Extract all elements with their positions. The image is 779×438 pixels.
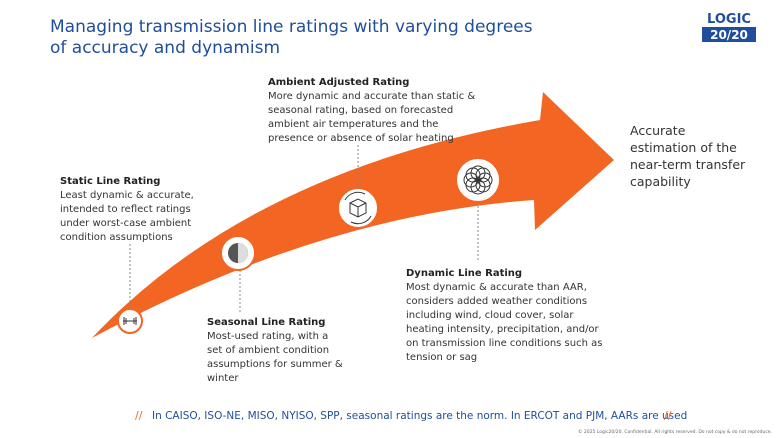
stage-desc: Most dynamic & accurate than AAR,	[406, 282, 587, 293]
stage-desc: tension or sag	[406, 352, 477, 363]
logo-bottom: 20/20	[710, 28, 748, 42]
stage-desc: More dynamic and accurate than static &	[268, 91, 475, 102]
stage-desc: considers added weather conditions	[406, 296, 587, 307]
footnote-marker: //	[135, 409, 143, 422]
title-line: of accuracy and dynamism	[50, 38, 280, 58]
footnote-marker: //	[664, 409, 672, 422]
outcome-line: estimation of the	[630, 140, 737, 155]
title-line: Managing transmission line ratings with …	[50, 17, 533, 37]
stage-desc: condition assumptions	[60, 232, 173, 243]
stage-desc: ambient air temperatures and the	[268, 119, 438, 130]
footnote: In CAISO, ISO-NE, MISO, NYISO, SPP, seas…	[152, 410, 687, 422]
outcome-line: near-term transfer	[630, 157, 746, 172]
stage-dynamic: Dynamic Line Rating Most dynamic & accur…	[406, 268, 602, 363]
stage-seasonal: Seasonal Line Rating Most-used rating, w…	[207, 317, 343, 384]
outcome: Accurate estimation of the near-term tra…	[630, 123, 746, 189]
stage-desc: presence or absence of solar heating	[268, 133, 454, 144]
dumbbell-icon	[123, 317, 137, 325]
stage-desc: Least dynamic & accurate,	[60, 190, 194, 201]
stage-desc: heating intensity, precipitation, and/or	[406, 324, 600, 335]
stage-desc: winter	[207, 373, 239, 384]
stage-title: Static Line Rating	[60, 176, 160, 187]
stage-desc: seasonal rating, based on forecasted	[268, 105, 453, 116]
stage-desc: assumptions for summer &	[207, 359, 343, 370]
stage-desc: Most-used rating, with a	[207, 331, 328, 342]
logo-top: LOGIC	[707, 12, 751, 27]
logo-box	[702, 27, 756, 42]
stage-ambient: Ambient Adjusted Rating More dynamic and…	[268, 77, 475, 144]
copyright: © 2025 Logic20/20. Confidential. All rig…	[578, 428, 772, 435]
stage-desc: on transmission line conditions such as	[406, 338, 602, 349]
stage-desc: set of ambient condition	[207, 345, 329, 356]
outcome-line: capability	[630, 174, 691, 189]
stage-desc: under worst-case ambient	[60, 218, 191, 229]
logo: LOGIC 20/20	[702, 12, 756, 42]
stage-static: Static Line Rating Least dynamic & accur…	[60, 176, 194, 243]
outcome-line: Accurate	[630, 123, 686, 138]
stage-desc: intended to reflect ratings	[60, 204, 191, 215]
flower-icon	[463, 165, 493, 195]
stage-title: Ambient Adjusted Rating	[268, 77, 409, 88]
stage-desc: including wind, cloud cover, solar	[406, 310, 574, 321]
stage-title: Seasonal Line Rating	[207, 317, 325, 328]
stage-title: Dynamic Line Rating	[406, 268, 522, 279]
season-icon	[238, 243, 248, 263]
cube-icon	[344, 191, 372, 225]
